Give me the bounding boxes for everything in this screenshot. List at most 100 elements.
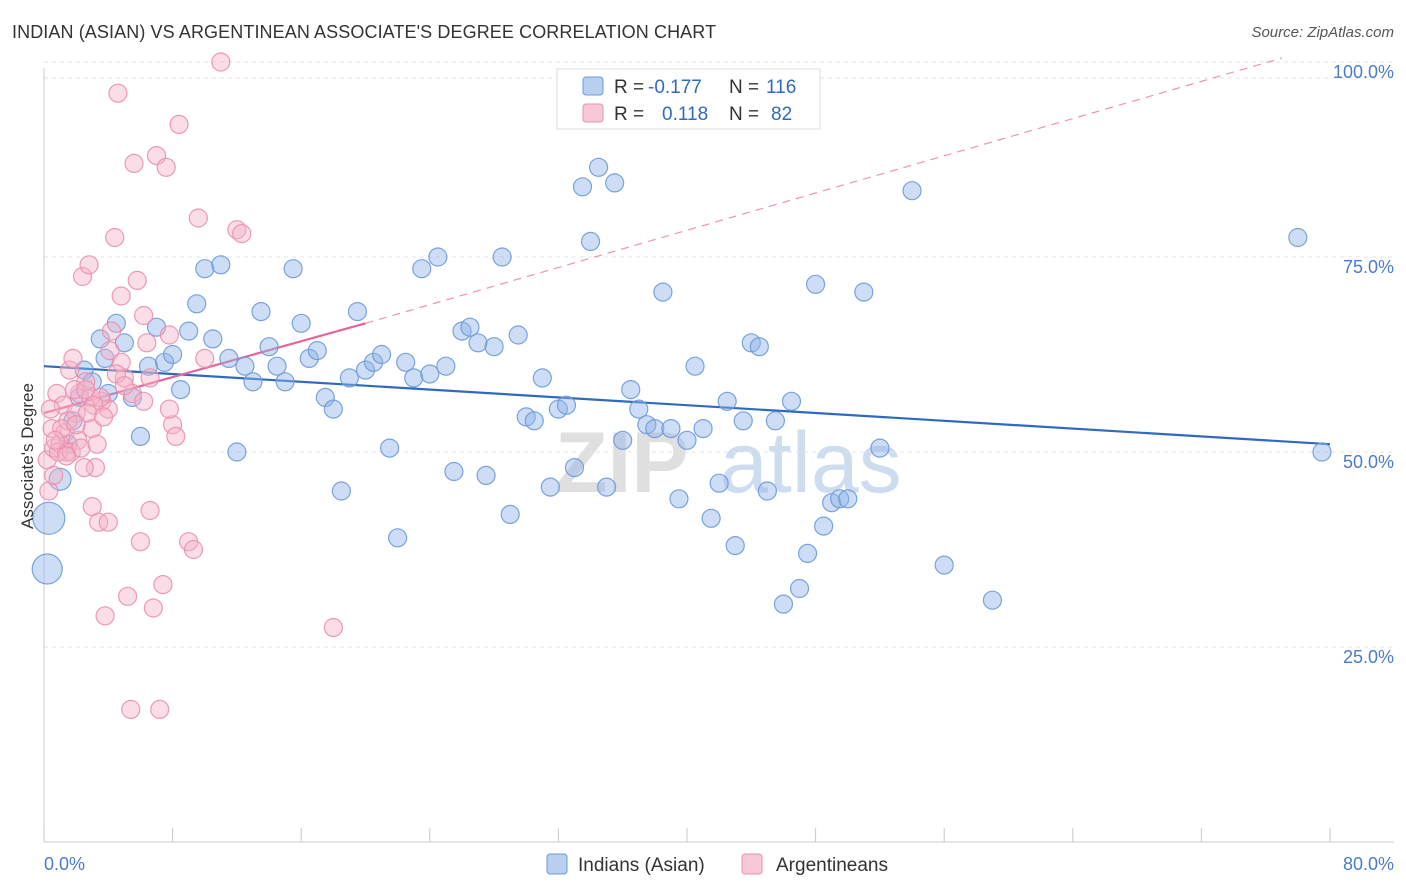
point-indians — [982, 590, 1003, 610]
point-indians — [572, 177, 593, 197]
point-argentineans — [108, 83, 128, 103]
bottom-legend-indians: Indians (Asian) — [578, 855, 705, 876]
point-indians — [677, 430, 697, 450]
point-indians — [203, 329, 223, 349]
legend-n-label-1: N = — [729, 77, 759, 98]
point-indians — [428, 247, 448, 267]
point-indians — [838, 489, 858, 509]
point-argentineans — [122, 383, 143, 404]
series-legend: Indians (Asian) Argentineans — [546, 853, 888, 876]
point-indians — [709, 473, 729, 493]
point-indians — [396, 352, 416, 372]
point-indians — [404, 368, 424, 388]
point-indians — [339, 368, 360, 388]
point-argentineans — [39, 481, 59, 501]
y-tick-label-25: 25.0% — [1343, 647, 1394, 667]
point-argentineans — [77, 403, 98, 423]
point-indians — [380, 438, 400, 458]
point-indians — [1288, 227, 1308, 248]
point-indians — [564, 458, 585, 478]
point-argentineans — [100, 341, 120, 361]
point-indians — [556, 395, 577, 415]
point-argentineans — [66, 415, 86, 435]
point-argentineans — [137, 333, 157, 353]
point-indians — [492, 247, 512, 267]
point-argentineans — [166, 426, 186, 446]
bottom-legend-argentineans: Argentineans — [776, 855, 888, 876]
point-indians — [669, 489, 689, 509]
point-argentineans — [188, 208, 208, 228]
point-indians — [171, 380, 191, 400]
trend-extension-1 — [365, 57, 1282, 324]
y-tick-label-75: 75.0% — [1343, 257, 1394, 277]
point-argentineans — [111, 352, 131, 372]
point-indians — [854, 282, 874, 302]
point-indians — [267, 356, 287, 376]
y-axis-label: Associate's Degree — [18, 383, 37, 529]
point-argentineans — [232, 224, 252, 244]
legend-r-value-2: 0.118 — [662, 104, 708, 125]
point-indians — [773, 594, 794, 614]
point-indians — [179, 321, 199, 341]
y-tick-label-50: 50.0% — [1343, 452, 1394, 472]
point-argentineans — [169, 114, 189, 135]
point-argentineans — [111, 286, 131, 306]
point-argentineans — [156, 157, 176, 177]
point-argentineans — [127, 270, 147, 290]
legend-r-value-1: -0.177 — [648, 77, 702, 98]
point-indians — [725, 535, 745, 556]
point-indians — [805, 274, 826, 294]
point-indians — [870, 438, 890, 458]
point-indians — [291, 313, 311, 333]
point-indians — [484, 337, 504, 357]
legend-swatch-argentineans — [582, 103, 604, 123]
point-indians — [605, 173, 625, 193]
x-tick-min: 0.0% — [44, 854, 85, 874]
point-argentineans — [79, 255, 99, 275]
point-indians — [781, 391, 802, 411]
point-argentineans — [85, 458, 106, 478]
legend-n-value-1: 116 — [766, 77, 796, 98]
point-indians — [613, 430, 633, 450]
point-indians — [749, 337, 769, 357]
point-indians — [243, 372, 263, 392]
point-indians — [757, 481, 777, 501]
point-argentineans — [211, 52, 231, 72]
point-indians — [814, 516, 834, 536]
point-indians — [331, 481, 351, 501]
legend-n-value-2: 82 — [771, 104, 792, 125]
point-indians — [685, 356, 705, 376]
point-indians — [31, 553, 63, 585]
point-indians — [789, 578, 810, 599]
point-indians — [830, 489, 850, 509]
point-indians — [259, 337, 279, 357]
point-argentineans — [56, 446, 77, 466]
point-argentineans — [101, 321, 122, 341]
point-argentineans — [105, 227, 125, 248]
point-indians — [765, 411, 786, 431]
point-argentineans — [114, 376, 134, 396]
point-indians — [347, 302, 368, 322]
point-indians — [934, 555, 954, 575]
trend-line-indians — [43, 365, 1331, 446]
y-tick-labels: 25.0% 50.0% 75.0% 100.0% — [1333, 62, 1394, 667]
point-argentineans — [44, 465, 64, 485]
point-indians — [733, 411, 753, 431]
point-argentineans — [117, 586, 138, 606]
point-indians — [476, 465, 496, 485]
point-indians — [693, 419, 713, 439]
point-argentineans — [159, 399, 179, 419]
point-indians — [227, 442, 247, 462]
point-argentineans — [163, 415, 183, 435]
point-argentineans — [89, 512, 109, 532]
point-indians — [1312, 442, 1332, 462]
point-indians — [187, 294, 207, 314]
point-indians — [420, 364, 440, 384]
point-argentineans — [74, 458, 94, 478]
point-argentineans — [140, 368, 160, 388]
watermark-atlas: atlas — [720, 415, 902, 511]
point-indians — [797, 543, 818, 564]
point-indians — [588, 157, 609, 177]
stats-legend: R = -0.177 N = 116 R = 0.118 N = 82 — [556, 68, 821, 130]
y-tick-label-100: 100.0% — [1333, 62, 1394, 82]
